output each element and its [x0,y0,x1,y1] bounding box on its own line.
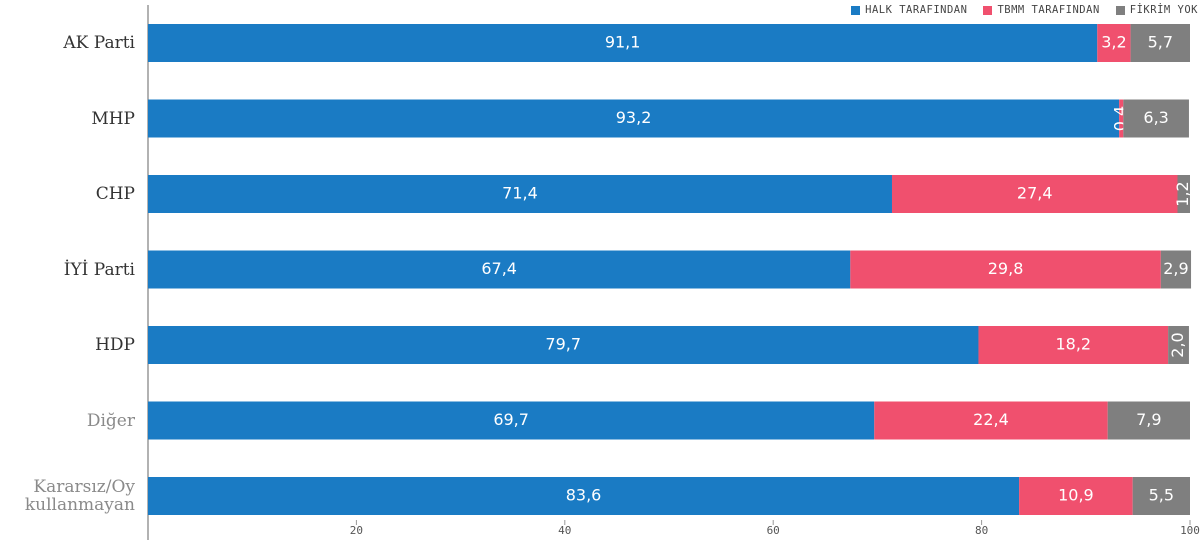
value-label: 93,2 [616,108,652,127]
legend-item: TBMM TARAFINDAN [983,4,1099,16]
bar-segment [148,175,892,213]
legend-label: FİKRİM YOK [1129,4,1198,16]
legend-label: TBMM TARAFINDAN [997,4,1100,16]
value-label: 79,7 [545,335,581,354]
value-label: 7,9 [1136,410,1161,429]
legend-swatch [1115,5,1125,15]
legend-item: HALK TARAFINDAN [851,4,967,16]
value-label: 18,2 [1055,335,1091,354]
x-tick-label: 40 [558,524,571,537]
legend-swatch [851,5,861,15]
x-tick-label: 80 [975,524,988,537]
bar-segment [850,250,1161,289]
value-label: 2,9 [1163,259,1188,278]
category-label: AK Parti [63,33,135,53]
value-label: 2,0 [1168,332,1187,357]
bar-segment [148,477,1020,515]
bar-segment [874,401,1108,440]
value-label: 29,8 [988,259,1024,278]
bar-segment [1130,24,1190,62]
legend-swatch [983,5,993,15]
category-label: Kararsız/Oy kullanmayan [24,477,135,515]
bar-segment [148,99,1120,138]
value-label: 83,6 [566,486,602,505]
legend-item: FİKRİM YOK [1115,4,1198,16]
bar-segment [1177,175,1190,213]
value-label: 91,1 [605,33,641,52]
category-label: CHP [95,184,135,204]
bar-segment [978,326,1169,364]
value-label: 1,2 [1173,181,1192,206]
x-tick-label: 100 [1180,524,1200,537]
value-label: 3,2 [1101,33,1126,52]
value-label: 6,3 [1143,108,1168,127]
bar-segment [1132,477,1190,515]
category-label: MHP [91,108,135,129]
value-label: 67,4 [481,259,517,278]
bar-segment [1123,99,1189,138]
bar-segment [891,175,1178,213]
bar-segment [148,24,1098,62]
bar-segment [148,326,979,364]
x-tick-label: 20 [350,524,363,537]
legend-label: HALK TARAFINDAN [865,4,968,16]
bar-segment [148,250,851,289]
value-label: 10,9 [1058,486,1094,505]
category-label: Diğer [86,410,135,431]
value-label: 71,4 [502,184,538,203]
category-label: İYİ Parti [63,259,135,280]
legend: HALK TARAFINDAN TBMM TARAFINDAN FİKRİM YOK [851,4,1198,16]
category-label: HDP [95,335,135,355]
bar-segment [1119,99,1124,138]
value-label: 27,4 [1017,184,1053,203]
bar-segment [1097,24,1131,62]
bar-segment [1019,477,1133,515]
bar-segment [1107,401,1190,440]
bar-segment [1160,250,1192,289]
bar-segment [148,401,875,440]
bar-segment [1168,326,1189,364]
value-label: 22,4 [973,410,1009,429]
x-tick-label: 60 [767,524,780,537]
value-label: 69,7 [493,410,529,429]
value-label: 5,5 [1149,486,1174,505]
value-label: 5,7 [1148,33,1173,52]
